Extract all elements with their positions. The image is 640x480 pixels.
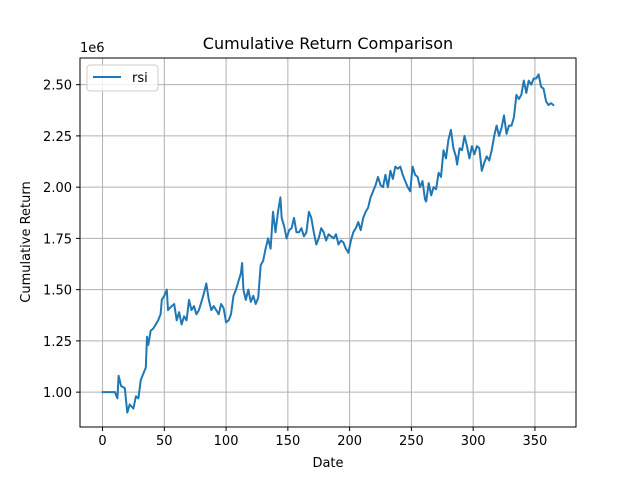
y-tick-label: 2.25 (43, 130, 72, 145)
x-tick-label: 300 (461, 434, 486, 449)
series-line-rsi (101, 73, 555, 414)
x-tick-label: 350 (523, 434, 548, 449)
x-tick-label: 100 (214, 434, 239, 449)
series-layer (101, 73, 555, 414)
chart-title: Cumulative Return Comparison (203, 34, 453, 53)
plot-frame (79, 57, 577, 428)
y-tick-label: 1.25 (43, 335, 72, 350)
y-axis-label: Cumulative Return (19, 181, 34, 302)
y-tick-label: 1.50 (43, 284, 72, 299)
y-tick-label: 1.75 (43, 232, 72, 247)
x-tick-label: 150 (275, 434, 300, 449)
y-tick-label: 2.50 (43, 79, 72, 94)
x-tick-label: 50 (156, 434, 173, 449)
y-axis-offset-label: 1e6 (80, 41, 105, 56)
legend: rsi (86, 64, 159, 92)
y-tick-label: 2.00 (43, 181, 72, 196)
x-tick-label: 250 (399, 434, 424, 449)
legend-label-rsi: rsi (132, 71, 148, 86)
y-tick-label: 1.00 (43, 386, 72, 401)
y-axis-ticks: 1.00 1.25 1.50 1.75 2.00 2.25 2.50 (43, 79, 80, 401)
legend-box (86, 64, 159, 92)
grid-lines (80, 58, 576, 427)
x-axis-label: Date (312, 456, 343, 471)
x-axis-ticks: 0 50 100 150 200 250 300 350 (98, 427, 547, 449)
x-tick-label: 0 (98, 434, 106, 449)
x-tick-label: 200 (337, 434, 362, 449)
